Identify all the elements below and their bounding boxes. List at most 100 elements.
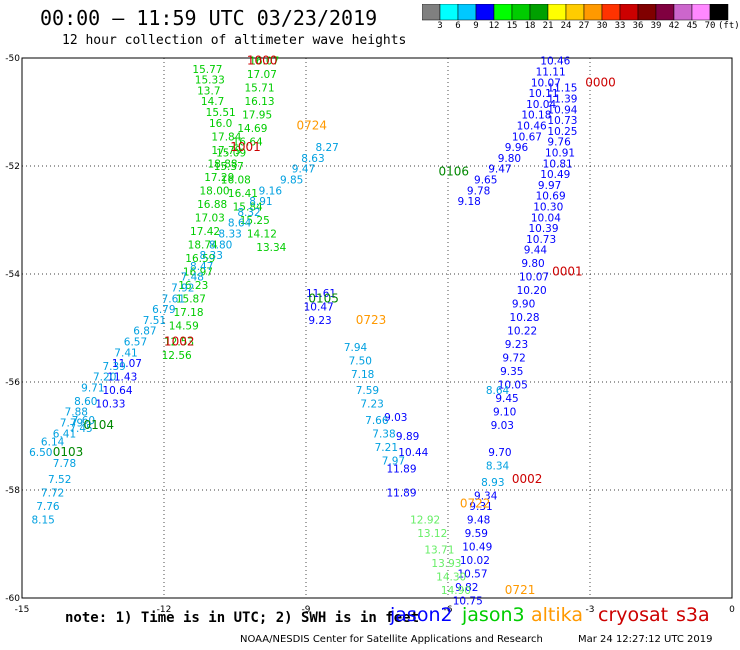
wave-height-label: 10.04: [526, 99, 556, 111]
x-tick-label: -6: [444, 605, 453, 615]
colorbar-label: 15: [506, 21, 518, 31]
colorbar-label: (ft): [718, 21, 740, 31]
wave-height-label: 9.97: [538, 180, 561, 192]
wave-height-label: 11.89: [386, 488, 416, 500]
colorbar-label: 39: [650, 21, 662, 31]
wave-height-label: 9.44: [524, 245, 548, 257]
pass-time-label: 0002: [512, 472, 543, 486]
wave-height-label: 7.76: [36, 501, 60, 513]
wave-height-label: 7.97: [382, 455, 405, 467]
wave-height-label: 11.15: [547, 83, 577, 95]
wave-height-label: 10.64: [102, 385, 132, 397]
legend-cryosat: cryosat: [598, 604, 669, 626]
wave-height-label: 7.92: [171, 283, 194, 295]
wave-height-label: 14.59: [169, 320, 199, 332]
wave-height-label: 17.79: [211, 145, 241, 157]
wave-height-label: 10.67: [512, 131, 542, 143]
colorbar-label: 30: [596, 21, 608, 31]
wave-height-label: 10.49: [462, 542, 492, 554]
wave-height-label: 10.30: [533, 202, 563, 214]
wave-height-label: 6.41: [53, 428, 76, 440]
x-tick-label: -15: [15, 605, 30, 615]
wave-height-label: 17.42: [190, 226, 220, 238]
wave-height-label: 7.72: [41, 488, 64, 500]
wave-height-label: 9.72: [502, 353, 525, 365]
pass-time-label: 0104: [84, 418, 115, 432]
wave-height-label: 8.93: [481, 477, 504, 489]
wave-height-label: 8.34: [486, 461, 510, 473]
wave-height-label: 7.39: [102, 361, 125, 373]
wave-height-label: 10.73: [547, 115, 577, 127]
wave-height-label: 9.48: [467, 515, 490, 527]
legend-s3a: s3a: [676, 604, 710, 626]
wave-height-label: 15.25: [240, 215, 270, 227]
wave-height-label: 12.92: [410, 515, 440, 527]
wave-height-label: 7.21: [375, 442, 398, 454]
wave-height-label: 9.16: [259, 185, 283, 197]
wave-height-label: 9.96: [505, 142, 529, 154]
colorbar-label: 6: [455, 21, 461, 31]
wave-height-label: 10.33: [95, 399, 125, 411]
wave-height-label: 7.94: [344, 342, 368, 354]
wave-height-label: 13.7: [197, 85, 220, 97]
wave-height-label: 15.71: [244, 83, 274, 95]
wave-height-label: 16.88: [197, 199, 227, 211]
x-tick-label: 0: [729, 605, 735, 615]
wave-height-label: 9.82: [455, 582, 478, 594]
colorbar-swatch: [709, 4, 729, 21]
wave-height-label: 9.80: [521, 258, 544, 270]
pass-time-label: 0000: [585, 75, 616, 89]
wave-height-label: 10.75: [453, 596, 483, 608]
wave-height-label: 15.51: [206, 107, 236, 119]
wave-height-label: 8.64: [486, 385, 510, 397]
colorbar-label: 9: [473, 21, 479, 31]
wave-height-label: 18.74: [188, 239, 218, 251]
y-tick-label: -54: [5, 270, 20, 280]
wave-height-label: 7.78: [53, 458, 76, 470]
pass-time-label: 0105: [308, 291, 339, 305]
wave-height-label: 11.43: [107, 372, 137, 384]
wave-height-label: 6.57: [124, 337, 147, 349]
legend-altika: altika: [531, 604, 583, 626]
wave-height-label: 15.77: [192, 64, 222, 76]
wave-height-label: 10.44: [398, 447, 428, 459]
wave-height-label: 7.18: [351, 369, 374, 381]
wave-height-label: 10.39: [528, 223, 558, 235]
wave-height-label: 17.03: [195, 212, 225, 224]
y-tick-label: -56: [5, 378, 20, 388]
wave-height-label: 13.34: [256, 242, 286, 254]
wave-height-label: 9.31: [469, 501, 492, 513]
wave-height-label: 17.84: [211, 131, 241, 143]
wave-height-label: 17.18: [173, 307, 203, 319]
wave-height-label: 9.45: [495, 393, 518, 405]
pass-time-label: 1002: [164, 335, 195, 349]
wave-height-label: 6.50: [29, 447, 52, 459]
wave-height-label: 18.00: [200, 185, 230, 197]
wave-height-label: 8.60: [74, 396, 97, 408]
wave-height-label: 10.46: [517, 121, 547, 133]
wave-height-label: 9.85: [280, 175, 303, 187]
wave-height-label: 11.07: [112, 358, 142, 370]
wave-height-label: 10.07: [531, 77, 561, 89]
wave-height-label: 15.33: [195, 75, 225, 87]
wave-height-label: 9.65: [474, 175, 497, 187]
legend-jason3: jason3: [462, 604, 525, 626]
wave-height-label: 17.29: [204, 172, 234, 184]
pass-time-label: 0724: [297, 119, 328, 133]
wave-height-label: 10.47: [304, 301, 334, 313]
wave-height-label: 14.7: [201, 96, 224, 108]
pass-time-label: 0103: [53, 445, 84, 459]
wave-height-label: 9.23: [505, 339, 528, 351]
wave-height-label: 6.87: [133, 326, 156, 338]
wave-height-label: 8.47: [190, 261, 213, 273]
wave-height-label: 14.90: [441, 585, 471, 597]
wave-height-label: 7.45: [69, 423, 92, 435]
wave-height-label: 7.52: [48, 474, 71, 486]
colorbar-label: 70: [704, 21, 716, 31]
pass-time-label: 1001: [230, 140, 261, 154]
wave-height-label: 9.76: [547, 137, 571, 149]
wave-height-label: 10.94: [547, 104, 577, 116]
wave-height-label: 7.41: [114, 347, 137, 359]
wave-height-label: 10.04: [531, 212, 561, 224]
y-tick-label: -58: [5, 486, 20, 496]
